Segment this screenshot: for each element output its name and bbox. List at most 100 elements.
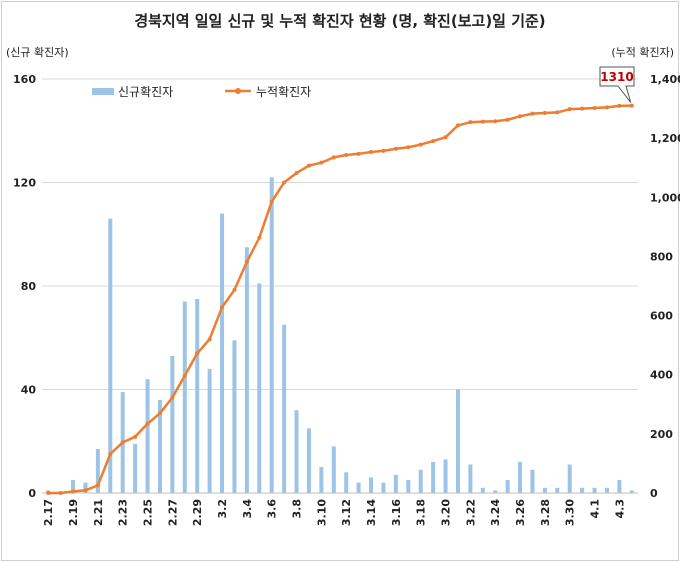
line-point [493,119,498,124]
bar [108,218,113,493]
line-point [592,105,597,110]
bar [592,487,597,493]
y-right-tick-label: 200 [650,428,673,441]
line-point [604,105,609,110]
bar [170,355,175,493]
line-point [331,155,336,160]
line-point [269,199,274,204]
line-point [257,235,262,240]
bar [604,487,609,493]
line-point [393,146,398,151]
line-point [617,103,622,108]
x-tick-label: 2.21 [92,499,105,526]
bar [232,340,237,493]
line-point [71,489,76,494]
bar [344,472,349,493]
y-right-tick-label: 1,400 [650,73,680,86]
line-point [46,491,51,495]
line-point [505,117,510,122]
bar [220,213,225,494]
line-point [518,114,523,119]
x-tick-label: 3.18 [415,499,428,526]
bar [567,464,572,493]
line-point [182,373,187,378]
bar [319,467,324,493]
x-tick-label: 4.3 [613,499,626,519]
line-point [356,151,361,156]
bar [257,283,262,493]
bar [455,389,460,493]
bar [580,487,585,493]
line-point [530,111,535,116]
annotation-callout [599,66,635,103]
line-point [83,488,88,493]
x-tick-label: 3.24 [489,499,502,526]
bar [406,480,411,493]
bar [518,461,523,493]
y-left-tick-label: 120 [13,177,36,190]
bar [393,474,398,493]
bar [195,298,200,493]
x-tick-label: 4.1 [589,499,602,519]
x-tick-label: 3.30 [564,499,577,526]
x-tick-label: 3.10 [315,499,328,526]
line-point [369,150,374,155]
x-tick-label: 2.25 [142,499,155,526]
bar [83,482,88,493]
bar [306,428,311,493]
y-left-tick-label: 0 [28,487,36,500]
line-point [294,171,299,176]
line-point [145,421,150,426]
line-point [468,120,473,125]
line-point [95,483,100,488]
x-tick-label: 3.6 [266,499,279,519]
y-left-axis-label: (신규 확진자) [6,46,69,59]
line-point [207,337,212,342]
annotation-label: 1310 [600,70,633,84]
line-point [306,163,311,168]
bar [505,480,510,493]
line-point [157,411,162,416]
bar [95,449,100,493]
y-right-tick-label: 400 [650,369,673,382]
line-point [406,145,411,150]
x-tick-label: 3.22 [464,499,477,526]
cumulative-line [48,104,632,495]
bar [369,477,374,493]
x-tick-label: 3.20 [440,499,453,526]
line-point [195,351,200,356]
legend-line-marker [235,88,241,94]
legend-bar-swatch [92,88,114,95]
bar [269,177,274,493]
line-point [319,160,324,165]
line-point [431,139,436,144]
x-tick-label: 2.27 [166,499,179,526]
line-point [108,451,113,456]
bar [381,482,386,493]
bar [356,482,361,493]
bar [480,487,485,493]
y-right-tick-label: 1,000 [650,191,680,204]
bar [468,464,473,493]
line-point [480,119,485,124]
line-point [220,305,225,310]
line-point [58,491,63,495]
bar [617,480,622,493]
line-point [282,180,287,185]
line-point [170,395,175,400]
bar [418,469,423,493]
y-left-tick-label: 40 [21,384,37,397]
line-point [542,111,547,116]
x-tick-label: 3.8 [291,499,304,519]
x-tick-label: 2.23 [117,499,130,526]
y-left-tick-label: 160 [13,73,36,86]
legend-line-label: 누적확진자 [256,85,311,99]
bar [493,490,498,493]
bar [71,480,76,493]
y-right-tick-label: 800 [650,250,673,263]
bar [431,461,436,493]
line-point [443,135,448,140]
line-point [629,103,634,108]
